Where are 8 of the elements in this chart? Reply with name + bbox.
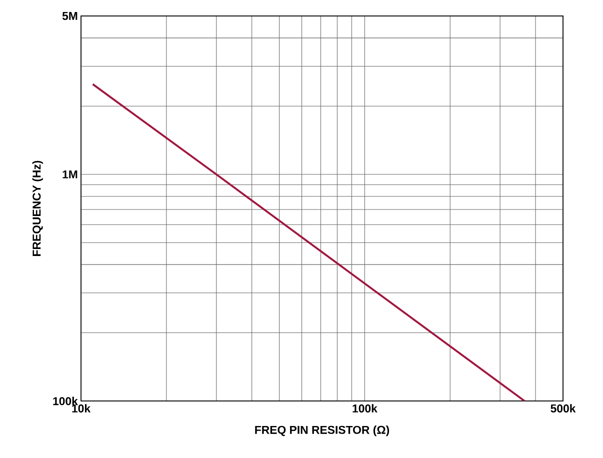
y-tick-label: 100k — [53, 396, 78, 406]
y-axis-title: FREQUENCY (Hz) — [32, 160, 43, 256]
x-tick-label: 100k — [352, 404, 378, 412]
y-tick-label: 1M — [62, 170, 78, 178]
x-axis-title: FREQ PIN RESISTOR (Ω) — [255, 426, 390, 436]
x-tick-label: 10k — [72, 404, 91, 412]
y-tick-label: 5M — [62, 12, 78, 20]
x-tick-label: 500k — [550, 404, 576, 412]
